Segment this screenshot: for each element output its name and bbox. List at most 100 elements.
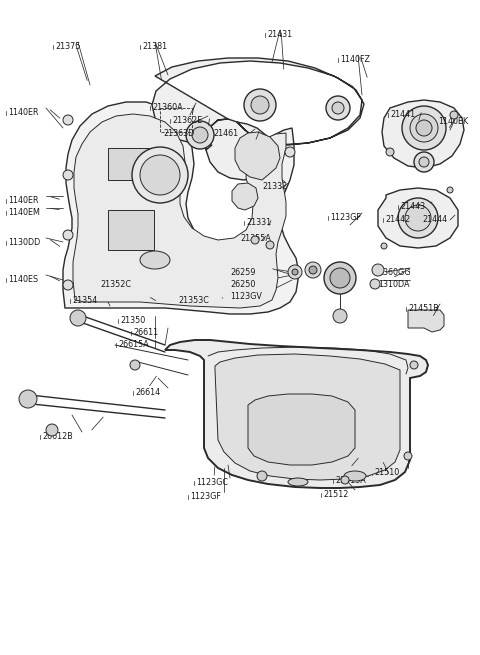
Text: 26612B: 26612B [42, 432, 73, 441]
Text: 1140EM: 1140EM [8, 208, 40, 217]
Text: 1310DA: 1310DA [378, 280, 409, 289]
Circle shape [326, 96, 350, 120]
Circle shape [63, 170, 73, 180]
Circle shape [46, 424, 58, 436]
Text: 21512: 21512 [323, 490, 348, 499]
Circle shape [332, 102, 344, 114]
Bar [108, 210, 154, 250]
Text: 1140ER: 1140ER [8, 108, 38, 117]
Text: 21360A: 21360A [152, 103, 182, 112]
Circle shape [402, 106, 446, 150]
Circle shape [192, 127, 208, 143]
Text: 26250: 26250 [230, 280, 255, 289]
Polygon shape [215, 354, 400, 480]
Text: 1140ER: 1140ER [8, 196, 38, 205]
Polygon shape [382, 100, 464, 168]
Ellipse shape [288, 478, 308, 486]
Circle shape [19, 390, 37, 408]
Polygon shape [408, 310, 444, 332]
Polygon shape [165, 340, 428, 488]
Circle shape [386, 148, 394, 156]
Polygon shape [235, 132, 280, 180]
Polygon shape [232, 183, 258, 210]
Circle shape [447, 187, 453, 193]
Circle shape [63, 280, 73, 290]
Circle shape [305, 262, 321, 278]
Polygon shape [73, 114, 286, 308]
Circle shape [410, 361, 418, 369]
Text: 26615A: 26615A [118, 340, 149, 349]
Text: 21331: 21331 [246, 218, 271, 227]
Polygon shape [152, 58, 364, 180]
Circle shape [309, 266, 317, 274]
Circle shape [132, 147, 188, 203]
Circle shape [372, 264, 384, 276]
Circle shape [404, 452, 412, 460]
Text: 1123GC: 1123GC [196, 478, 228, 487]
Circle shape [324, 262, 356, 294]
Circle shape [70, 310, 86, 326]
Circle shape [398, 198, 438, 238]
Text: 21444: 21444 [422, 215, 447, 224]
Circle shape [381, 243, 387, 249]
Circle shape [130, 360, 140, 370]
Text: 26259: 26259 [230, 268, 255, 277]
Polygon shape [378, 188, 458, 248]
Text: 21461: 21461 [213, 129, 238, 138]
Text: 21513A: 21513A [335, 476, 366, 485]
Circle shape [257, 471, 267, 481]
Circle shape [251, 96, 269, 114]
Circle shape [330, 268, 350, 288]
Text: 21354: 21354 [72, 296, 97, 305]
Text: 1123GF: 1123GF [190, 492, 221, 501]
Circle shape [292, 269, 298, 275]
Circle shape [288, 265, 302, 279]
Circle shape [410, 114, 438, 142]
Bar [108, 148, 158, 180]
Text: 21355A: 21355A [240, 234, 271, 243]
Circle shape [370, 279, 380, 289]
Circle shape [266, 241, 274, 249]
Text: 1140EK: 1140EK [438, 117, 468, 126]
Circle shape [414, 152, 434, 172]
Text: 21350: 21350 [120, 316, 145, 325]
Text: 21375: 21375 [55, 42, 80, 51]
Circle shape [333, 309, 347, 323]
Text: 21362E: 21362E [172, 116, 202, 125]
Polygon shape [248, 394, 355, 465]
Text: 21451B: 21451B [408, 304, 439, 313]
Ellipse shape [344, 471, 366, 481]
Text: 1123GV: 1123GV [230, 292, 262, 301]
Text: 21441: 21441 [390, 110, 415, 119]
Circle shape [63, 230, 73, 240]
Text: 21431: 21431 [267, 30, 292, 39]
Circle shape [341, 476, 349, 484]
Text: 21381: 21381 [142, 42, 167, 51]
Text: 1360GG: 1360GG [378, 268, 410, 277]
Polygon shape [63, 102, 298, 314]
Circle shape [450, 111, 458, 119]
Circle shape [285, 147, 295, 157]
Circle shape [416, 120, 432, 136]
Text: 21443: 21443 [400, 202, 425, 211]
Text: 21510: 21510 [374, 468, 399, 477]
Text: 21363D: 21363D [163, 129, 194, 138]
Text: 21352C: 21352C [100, 280, 131, 289]
Text: 1140FZ: 1140FZ [340, 55, 370, 64]
Circle shape [63, 115, 73, 125]
Ellipse shape [140, 251, 170, 269]
Circle shape [405, 205, 431, 231]
Text: 1130DD: 1130DD [8, 238, 40, 247]
Text: 1123GF: 1123GF [330, 213, 361, 222]
Text: 26611: 26611 [133, 328, 158, 337]
Text: 26614: 26614 [135, 388, 160, 397]
Circle shape [186, 121, 214, 149]
Text: 21442: 21442 [385, 215, 410, 224]
Text: 21353C: 21353C [178, 296, 209, 305]
Circle shape [244, 89, 276, 121]
Circle shape [419, 157, 429, 167]
Bar [160, 108, 192, 132]
Text: 21332: 21332 [262, 182, 287, 191]
Circle shape [140, 155, 180, 195]
Text: 1140ES: 1140ES [8, 275, 38, 284]
